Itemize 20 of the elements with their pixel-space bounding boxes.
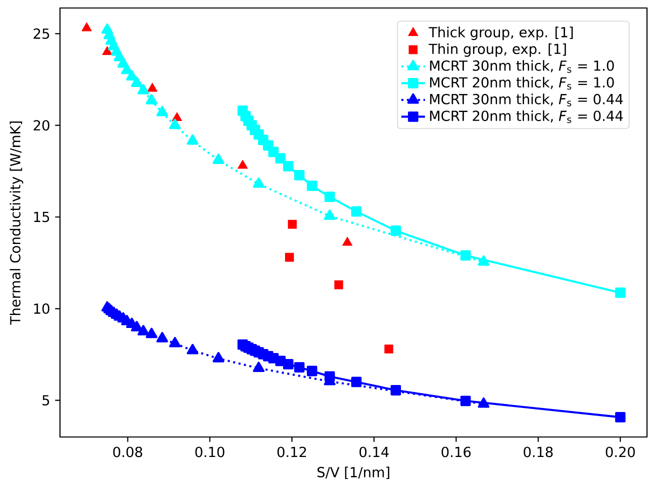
x-tick-label: 0.10 [195, 446, 224, 458]
legend-label: MCRT 20nm thick, F$_{s}$ = 0.44 [430, 110, 623, 124]
legend-label: MCRT 30nm thick, F$_{s}$ = 0.44 [430, 94, 623, 106]
legend-label: Thin group, exp. [1] [428, 43, 566, 57]
x-axis-title: S/V [1/nm] [318, 466, 390, 480]
legend-label: MCRT 30nm thick, F$_{s}$ = 1.0 [430, 60, 614, 73]
y-axis-title: Thermal Conductivity [W/mK] [10, 121, 24, 325]
y-tick-label: 15 [34, 212, 50, 222]
y-tick-label: 25 [34, 28, 50, 39]
legend-label: MCRT 20nm thick, F$_{s}$ = 1.0 [430, 76, 614, 90]
x-tick-label: 0.14 [360, 446, 389, 458]
x-tick-label: 0.08 [113, 446, 142, 458]
y-tick-label: 5 [42, 395, 50, 406]
legend-label: Thick group, exp. [1] [428, 26, 573, 40]
x-tick-label: 0.18 [524, 446, 553, 458]
x-tick-label: 0.12 [277, 446, 306, 458]
y-tick-label: 10 [34, 303, 50, 314]
y-tick-label: 20 [34, 120, 50, 131]
x-tick-label: 0.16 [442, 446, 471, 458]
x-tick-label: 0.20 [606, 446, 635, 458]
